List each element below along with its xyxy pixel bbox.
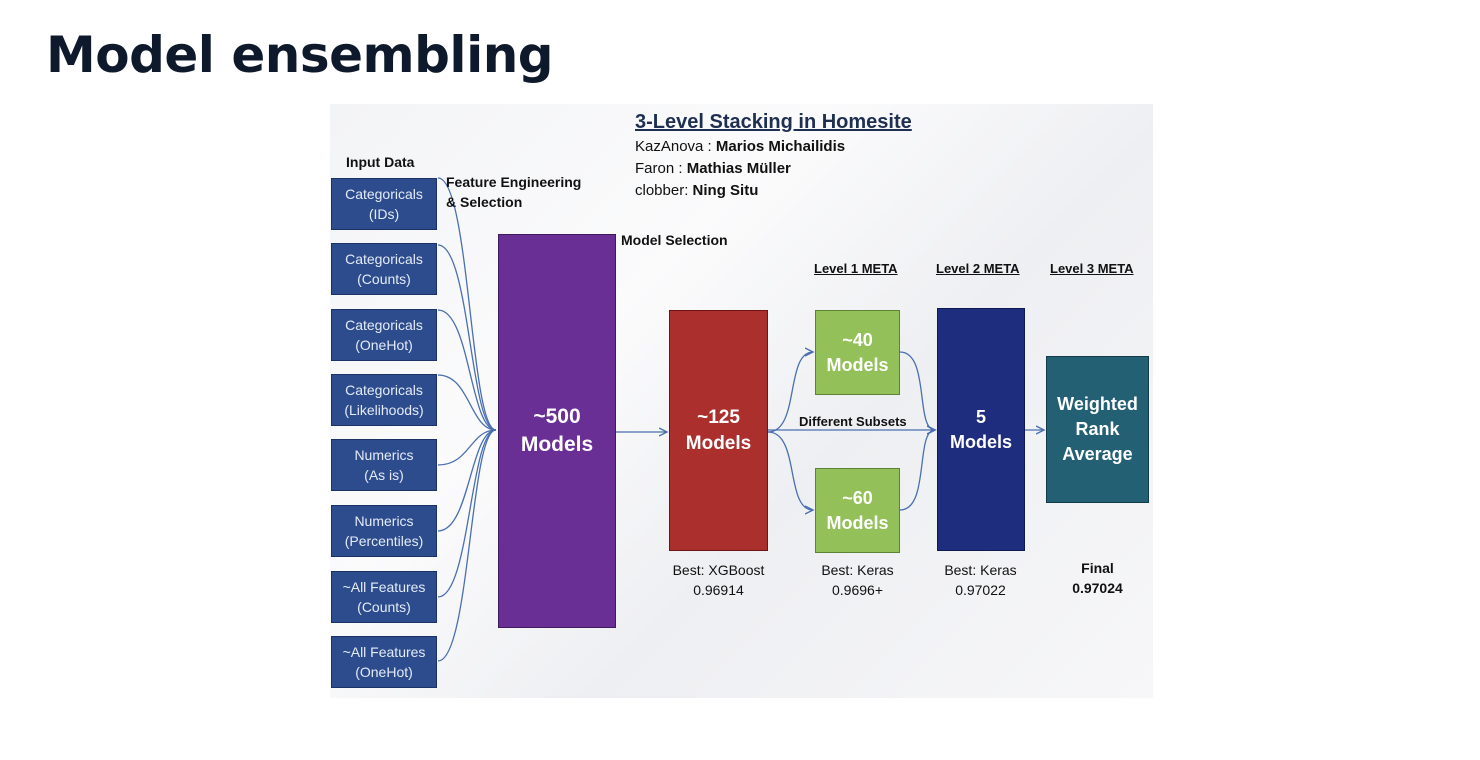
input-box-title: Numerics — [354, 447, 414, 463]
different-subsets-label: Different Subsets — [799, 414, 907, 429]
models-60-box: ~60 Models — [815, 468, 900, 553]
input-box: Categoricals (IDs) — [331, 178, 437, 230]
box-label: Models — [685, 432, 752, 454]
input-connector — [437, 429, 497, 466]
credit-line: clobber: Ning Situ — [635, 182, 759, 199]
result-label: Best: XGBoost — [672, 562, 765, 578]
input-box-title: Categoricals — [345, 186, 423, 202]
input-box-subtitle: (IDs) — [368, 206, 400, 222]
models-500-box: ~500 Models — [498, 234, 616, 628]
result-label: Best: Keras — [944, 562, 1017, 578]
credit-name: Ning Situ — [692, 182, 759, 199]
input-box: ~All Features (Counts) — [331, 571, 437, 623]
input-box: Categoricals (Counts) — [331, 243, 437, 295]
input-box-subtitle: (OneHot) — [355, 664, 413, 680]
credit-handle: KazAnova — [635, 138, 704, 155]
input-connector — [437, 429, 497, 662]
input-box-subtitle: (Percentiles) — [344, 533, 424, 549]
arrow-60-to-5 — [899, 430, 935, 511]
level2-result: Best: Keras 0.97022 — [931, 560, 1030, 600]
credit-name: Mathias Müller — [686, 160, 791, 177]
input-data-label: Input Data — [346, 154, 415, 170]
input-box-title: Categoricals — [345, 382, 423, 398]
box-count: ~125 — [697, 406, 740, 428]
level1-heading: Level 1 META — [814, 261, 898, 276]
stacking-diagram: 3-Level Stacking in Homesite KazAnova : … — [330, 104, 1153, 698]
result-label: Final — [1081, 560, 1114, 576]
input-box-subtitle: (As is) — [364, 467, 404, 483]
connector-lines — [437, 177, 1153, 662]
credit-handle: clobber — [635, 182, 685, 199]
credit-handle: Faron — [635, 160, 675, 177]
credit-line: KazAnova : Marios Michailidis — [635, 138, 846, 155]
level2-heading: Level 2 META — [936, 261, 1020, 276]
weighted-rank-average-box: Weighted Rank Average — [1046, 356, 1149, 503]
box-line: Rank — [1075, 419, 1120, 439]
xgboost-result: Best: XGBoost 0.96914 — [669, 560, 768, 600]
level1-result: Best: Keras 0.9696+ — [808, 560, 907, 600]
input-connector — [437, 374, 497, 431]
input-connector — [437, 177, 497, 431]
feature-engineering-label: Feature Engineering — [446, 174, 582, 190]
arrow-125-to-60 — [767, 431, 813, 510]
input-box-subtitle: (OneHot) — [355, 337, 413, 353]
input-box: Numerics (As is) — [331, 439, 437, 491]
result-value: 0.97024 — [1072, 580, 1123, 596]
input-box-subtitle: (Counts) — [357, 599, 411, 615]
box-line: Weighted — [1057, 394, 1138, 414]
box-label: Models — [826, 512, 889, 533]
result-value: 0.97022 — [955, 582, 1006, 598]
input-box: Numerics (Percentiles) — [331, 505, 437, 557]
models-5-box: 5 Models — [937, 308, 1025, 551]
input-connector — [437, 244, 497, 431]
result-label: Best: Keras — [821, 562, 894, 578]
input-box-title: Categoricals — [345, 251, 423, 267]
arrow-125-to-40 — [767, 352, 813, 433]
input-box-title: ~All Features — [342, 579, 426, 595]
slide-title: Model ensembling — [46, 26, 554, 84]
credit-line: Faron : Mathias Müller — [635, 160, 791, 177]
feature-selection-label: & Selection — [446, 194, 523, 210]
input-box: Categoricals (OneHot) — [331, 309, 437, 361]
box-count: ~60 — [842, 487, 873, 508]
box-count: ~40 — [842, 329, 873, 350]
input-box-title: Categoricals — [345, 317, 423, 333]
figure-title: 3-Level Stacking in Homesite — [635, 111, 912, 133]
credit-name: Marios Michailidis — [715, 138, 846, 155]
box-line: Average — [1062, 444, 1133, 464]
input-box: Categoricals (Likelihoods) — [331, 374, 437, 426]
models-125-box: ~125 Models — [669, 310, 768, 551]
models-40-box: ~40 Models — [815, 310, 900, 395]
box-label: Models — [520, 433, 594, 456]
box-count: 5 — [975, 406, 986, 427]
input-box-title: ~All Features — [342, 644, 426, 660]
input-connector — [437, 429, 497, 598]
input-box: ~All Features (OneHot) — [331, 636, 437, 688]
box-label: Models — [826, 354, 889, 375]
result-value: 0.9696+ — [832, 582, 883, 598]
box-count: ~500 — [533, 405, 581, 428]
box-label: Models — [949, 431, 1012, 452]
input-box-title: Numerics — [354, 513, 414, 529]
result-value: 0.96914 — [693, 582, 744, 598]
input-box-subtitle: (Counts) — [357, 271, 411, 287]
model-selection-label: Model Selection — [621, 232, 728, 248]
input-connector — [437, 309, 497, 431]
input-box-subtitle: (Likelihoods) — [344, 402, 424, 418]
input-connector — [437, 429, 497, 532]
level3-heading: Level 3 META — [1050, 261, 1134, 276]
final-result: Final 0.97024 — [1048, 558, 1147, 598]
